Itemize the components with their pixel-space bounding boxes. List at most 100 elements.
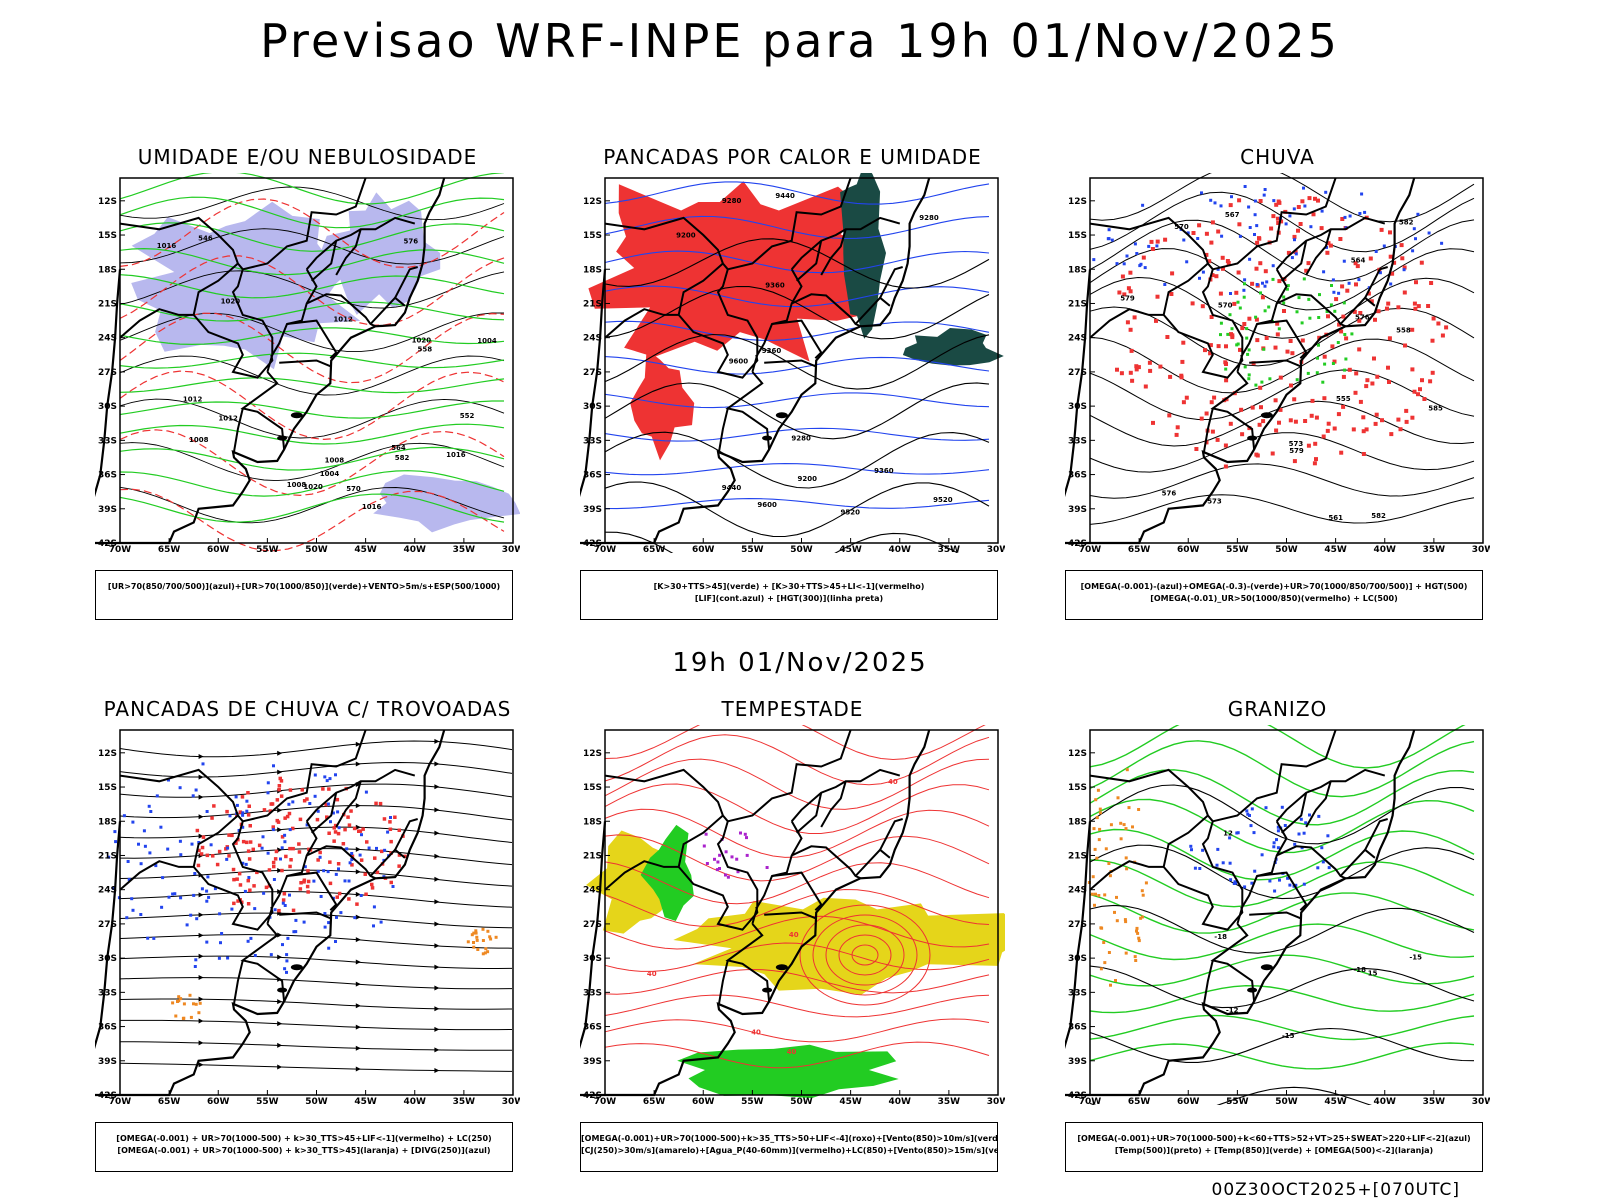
- speckle-dot: [1151, 420, 1155, 425]
- speckle-dot: [280, 846, 284, 850]
- contour-label: 40: [647, 970, 657, 978]
- speckle-dot: [1190, 848, 1193, 852]
- speckle-dot: [1242, 288, 1246, 292]
- speckle-dot: [195, 917, 199, 921]
- speckle-dot: [1263, 269, 1268, 274]
- lat-tick-label: 18S: [583, 265, 602, 275]
- speckle-dot: [1213, 201, 1217, 205]
- speckle-dot: [1243, 885, 1247, 889]
- lon-tick-label: 65W: [158, 1097, 181, 1105]
- speckle-dot: [1184, 395, 1189, 400]
- speckle-dot: [736, 870, 740, 874]
- overlay-layer: 40 40 40 40 40: [586, 725, 1005, 1099]
- speckle-dot: [339, 911, 343, 915]
- speckle-dot: [125, 916, 129, 920]
- speckle-dot: [302, 799, 307, 803]
- speckle-dot: [1265, 280, 1269, 284]
- streamline-arrow: [355, 824, 361, 830]
- state-border: [764, 359, 816, 368]
- speckle-dot: [291, 826, 295, 831]
- speckle-dot: [470, 933, 474, 937]
- speckle-dot: [1274, 202, 1279, 207]
- lon-tick-label: 70W: [1079, 545, 1102, 553]
- contour-label: 573: [1207, 497, 1222, 505]
- contour-label: 585: [1428, 404, 1443, 412]
- speckle-dot: [397, 853, 402, 857]
- lat-tick-label: 27S: [583, 920, 602, 930]
- speckle-dot: [333, 823, 338, 828]
- speckle-dot: [252, 884, 256, 888]
- speckle-dot: [1268, 879, 1272, 883]
- speckle-dot: [253, 907, 257, 911]
- state-border: [242, 177, 367, 271]
- lat-tick-label: 12S: [1068, 749, 1087, 759]
- state-border: [1364, 818, 1388, 851]
- contour-label: 15: [1368, 970, 1378, 978]
- speckle-dot: [1254, 317, 1259, 322]
- speckle-dot: [1253, 233, 1256, 236]
- streamline: [119, 761, 513, 778]
- speckle-dot: [286, 936, 290, 940]
- speckle-dot: [283, 967, 287, 971]
- speckle-dot: [489, 937, 493, 941]
- speckle-dot: [283, 904, 287, 907]
- speckle-dot: [1386, 365, 1390, 370]
- streamline-arrow: [198, 1040, 204, 1046]
- panel-legend: [OMEGA(-0.001)-(azul)+OMEGA(-0.3)-(verde…: [1065, 570, 1483, 620]
- state-border: [771, 871, 823, 911]
- lagoa-dos-patos: [290, 964, 303, 971]
- speckle-dot: [306, 879, 311, 884]
- streamline-arrow: [198, 1018, 204, 1024]
- speckle-dot: [1258, 199, 1263, 203]
- lat-tick-label: 42S: [583, 539, 602, 549]
- speckle-dot: [323, 925, 327, 929]
- state-border: [820, 229, 847, 276]
- speckle-dot: [200, 845, 205, 850]
- speckle-dot: [1243, 278, 1247, 282]
- speckle-dot: [1368, 256, 1373, 261]
- speckle-dot: [149, 810, 153, 813]
- speckle-dot: [271, 825, 275, 829]
- state-border: [310, 792, 338, 834]
- streamline-arrow: [277, 807, 283, 813]
- speckle-dot: [1236, 270, 1241, 275]
- speckle-dot: [246, 878, 250, 883]
- speckle-dot: [1201, 270, 1205, 274]
- contour-label: 9280: [791, 435, 811, 443]
- lon-tick-label: 35W: [453, 1097, 476, 1105]
- speckle-dot: [1420, 378, 1424, 383]
- speckle-dot: [1412, 301, 1417, 306]
- state-border: [1305, 229, 1332, 276]
- speckle-dot: [247, 876, 251, 879]
- contour-line: [119, 327, 505, 346]
- speckle-dot: [1366, 291, 1371, 296]
- lon-tick-label: 60W: [1177, 545, 1200, 553]
- lon-tick-label: 60W: [1177, 1097, 1200, 1105]
- speckle-dot: [279, 794, 284, 798]
- lat-tick-label: 15S: [98, 231, 117, 241]
- streamline-arrow: [198, 814, 204, 820]
- speckle-dot: [1259, 291, 1262, 295]
- speckle-dot: [277, 908, 281, 913]
- speckle-dot: [1262, 347, 1266, 351]
- speckle-dot: [370, 886, 375, 890]
- contour-label: 579: [1120, 294, 1135, 302]
- speckle-dot: [1260, 295, 1265, 300]
- speckle-dot: [1277, 420, 1281, 425]
- speckle-dot: [1353, 390, 1358, 395]
- contour-label: 40: [751, 1029, 761, 1037]
- lat-tick-label: 27S: [98, 920, 117, 930]
- speckle-dot: [1190, 301, 1195, 306]
- speckle-dot: [1122, 823, 1126, 827]
- lagoa-dos-patos: [290, 412, 303, 419]
- contour-line: [119, 442, 505, 482]
- speckle-dot: [1103, 961, 1107, 965]
- contour-label: 1012: [218, 415, 238, 423]
- speckle-dot: [1257, 236, 1261, 241]
- speckle-dot: [316, 869, 320, 873]
- contour-label: 9360: [762, 347, 782, 355]
- streamline-arrow: [355, 981, 361, 987]
- contour-label: 582: [1371, 512, 1386, 520]
- streamline-arrow: [198, 774, 204, 780]
- speckle-dot: [713, 857, 716, 861]
